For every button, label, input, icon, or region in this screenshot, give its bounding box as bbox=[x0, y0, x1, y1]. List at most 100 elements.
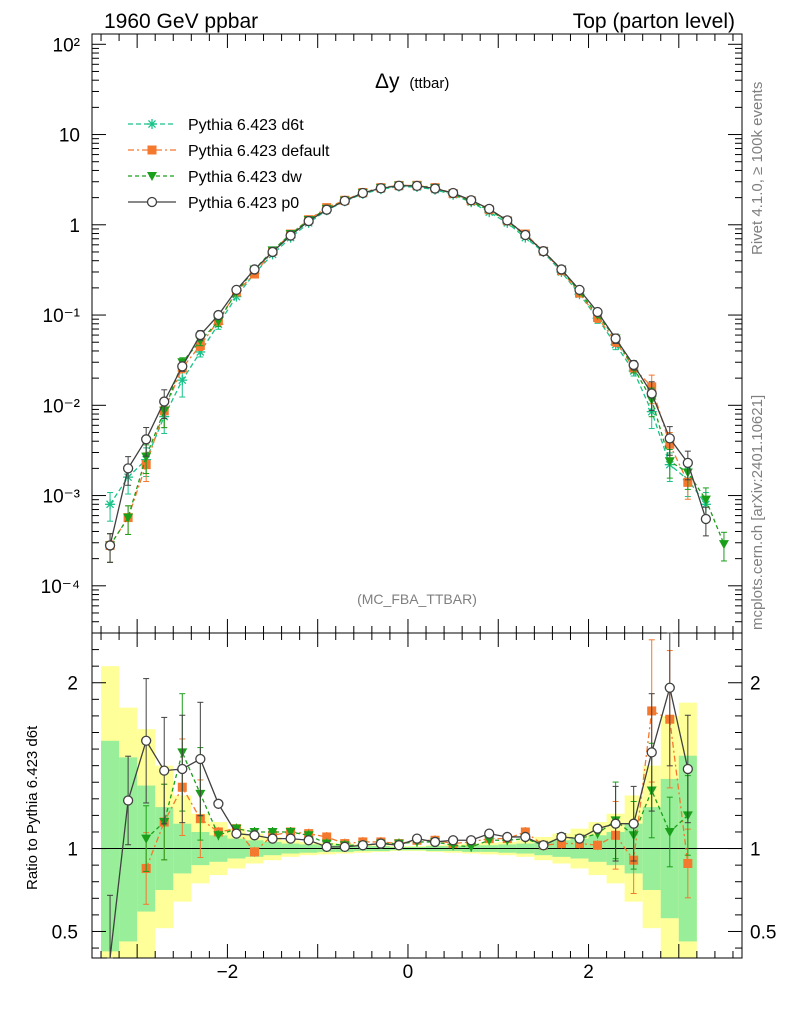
ratio-point-circle bbox=[357, 840, 368, 851]
data-point-star bbox=[177, 375, 188, 386]
ratio-point-circle bbox=[628, 818, 639, 829]
ratio-point-circle bbox=[429, 836, 441, 848]
data-point-circle bbox=[556, 264, 567, 275]
y-tick-label: 10⁻³ bbox=[43, 487, 81, 508]
data-point-circle bbox=[104, 540, 116, 551]
rivet-version-label: Rivet 4.1.0, ≥ 100k events bbox=[749, 82, 766, 255]
ratio-point-circle bbox=[393, 840, 405, 851]
data-point-circle bbox=[646, 388, 657, 399]
legend-label: Pythia 6.423 default bbox=[188, 143, 330, 160]
plot-title: Δy (ttbar) bbox=[375, 70, 449, 93]
data-point-circle bbox=[321, 204, 332, 215]
data-point-triangle bbox=[213, 317, 224, 327]
legend-marker bbox=[146, 196, 158, 208]
legend-label: Pythia 6.423 p0 bbox=[188, 195, 299, 212]
ratio-point-circle bbox=[447, 835, 459, 846]
data-point-circle bbox=[466, 195, 477, 206]
data-point-circle bbox=[538, 246, 549, 257]
ratio-point-circle bbox=[285, 833, 296, 844]
legend: Pythia 6.423 d6t Pythia 6.423 default Pyth… bbox=[128, 117, 330, 212]
ratio-point-circle bbox=[574, 833, 585, 844]
ratio-point-circle bbox=[502, 831, 513, 843]
data-point-circle bbox=[249, 264, 260, 275]
ratio-point-triangle bbox=[285, 827, 296, 837]
series-line-3 bbox=[109, 185, 707, 546]
plot-title-sub: (ttbar) bbox=[409, 75, 449, 92]
ratio-point-square bbox=[556, 839, 566, 849]
ratio-point-triangle bbox=[267, 827, 278, 837]
legend-label: Pythia 6.423 dw bbox=[188, 169, 302, 186]
data-point-circle bbox=[195, 329, 206, 341]
data-point-circle bbox=[520, 229, 531, 241]
legend-marker bbox=[147, 172, 157, 181]
ratio-point-circle bbox=[339, 841, 350, 853]
ratio-point-circle bbox=[484, 828, 495, 839]
ratio-point-circle bbox=[321, 841, 332, 853]
data-point-circle bbox=[682, 457, 693, 469]
ratio-point-circle bbox=[303, 835, 314, 846]
data-point-circle bbox=[357, 187, 368, 199]
ratio-point-circle bbox=[610, 818, 621, 829]
data-point-circle bbox=[375, 183, 387, 194]
data-point-triangle bbox=[141, 452, 152, 462]
data-point-circle bbox=[122, 463, 134, 474]
ratio-point-circle bbox=[375, 838, 387, 849]
data-point-circle bbox=[177, 361, 188, 372]
ratio-point-circle bbox=[682, 763, 693, 775]
y-tick-label: 10² bbox=[53, 35, 80, 56]
ratio-point-circle bbox=[411, 833, 423, 844]
data-point-circle bbox=[574, 284, 585, 296]
green-band-bin bbox=[101, 740, 120, 952]
data-point-circle bbox=[664, 433, 675, 444]
star-arm bbox=[178, 376, 187, 385]
ratio-point-circle bbox=[646, 747, 657, 758]
ratio-point-circle bbox=[141, 735, 152, 746]
y-tick-label: 10 bbox=[59, 126, 80, 147]
ratio-point-circle bbox=[213, 798, 224, 809]
ratio-tick-label-left: 1 bbox=[67, 840, 78, 861]
data-point-circle bbox=[610, 333, 621, 344]
y-tick-label: 10⁻¹ bbox=[43, 306, 81, 327]
header-energy: 1960 GeV ppbar bbox=[104, 10, 258, 33]
y-tick-label: 10⁻² bbox=[43, 396, 81, 417]
ratio-plot-frame bbox=[91, 632, 743, 959]
data-point-circle bbox=[267, 246, 278, 258]
ratio-tick-label-right: 1 bbox=[750, 840, 761, 861]
data-point-circle bbox=[213, 309, 224, 321]
axis-ticks: −2 0 2 10⁻⁴ 10⁻³ 10⁻² 10⁻¹ 1 10 10² 0.5 0.5 1 1 2 2 bbox=[41, 34, 776, 983]
ratio-point-circle bbox=[664, 682, 675, 693]
ratio-point-circle bbox=[267, 833, 278, 844]
data-point-star bbox=[105, 499, 116, 510]
ratio-point-triangle bbox=[213, 831, 224, 841]
data-point-circle bbox=[592, 306, 603, 318]
data-point-circle bbox=[502, 215, 513, 226]
ratio-tick-label-right: 2 bbox=[750, 674, 761, 695]
star-arm bbox=[148, 120, 156, 128]
data-point-circle bbox=[700, 513, 712, 525]
data-point-circle bbox=[484, 203, 495, 215]
ratio-uncertainty-bands bbox=[92, 666, 742, 958]
data-point-circle bbox=[447, 187, 459, 199]
x-tick-label: 0 bbox=[403, 962, 414, 983]
data-point-circle bbox=[303, 215, 314, 227]
ratio-point-triangle bbox=[466, 842, 477, 852]
data-point-triangle bbox=[664, 457, 675, 467]
ratio-point-circle bbox=[231, 828, 242, 839]
data-point-circle bbox=[411, 180, 423, 192]
data-point-circle bbox=[628, 359, 639, 371]
data-point-circle bbox=[285, 230, 296, 241]
ratio-point-circle bbox=[122, 795, 134, 806]
x-tick-label: −2 bbox=[217, 962, 239, 983]
ratio-point-square bbox=[683, 858, 693, 868]
ratio-point-circle bbox=[177, 763, 188, 775]
header-process: Top (parton level) bbox=[573, 10, 735, 33]
ratio-point-circle bbox=[520, 831, 531, 843]
ratio-point-circle bbox=[466, 835, 477, 846]
legend-marker bbox=[147, 145, 157, 155]
ratio-tick-label-right: 0.5 bbox=[750, 922, 776, 943]
data-point-circle bbox=[339, 195, 350, 207]
series-line-0 bbox=[109, 185, 707, 505]
data-point-triangle bbox=[123, 513, 134, 523]
ratio-point-square bbox=[593, 840, 603, 850]
